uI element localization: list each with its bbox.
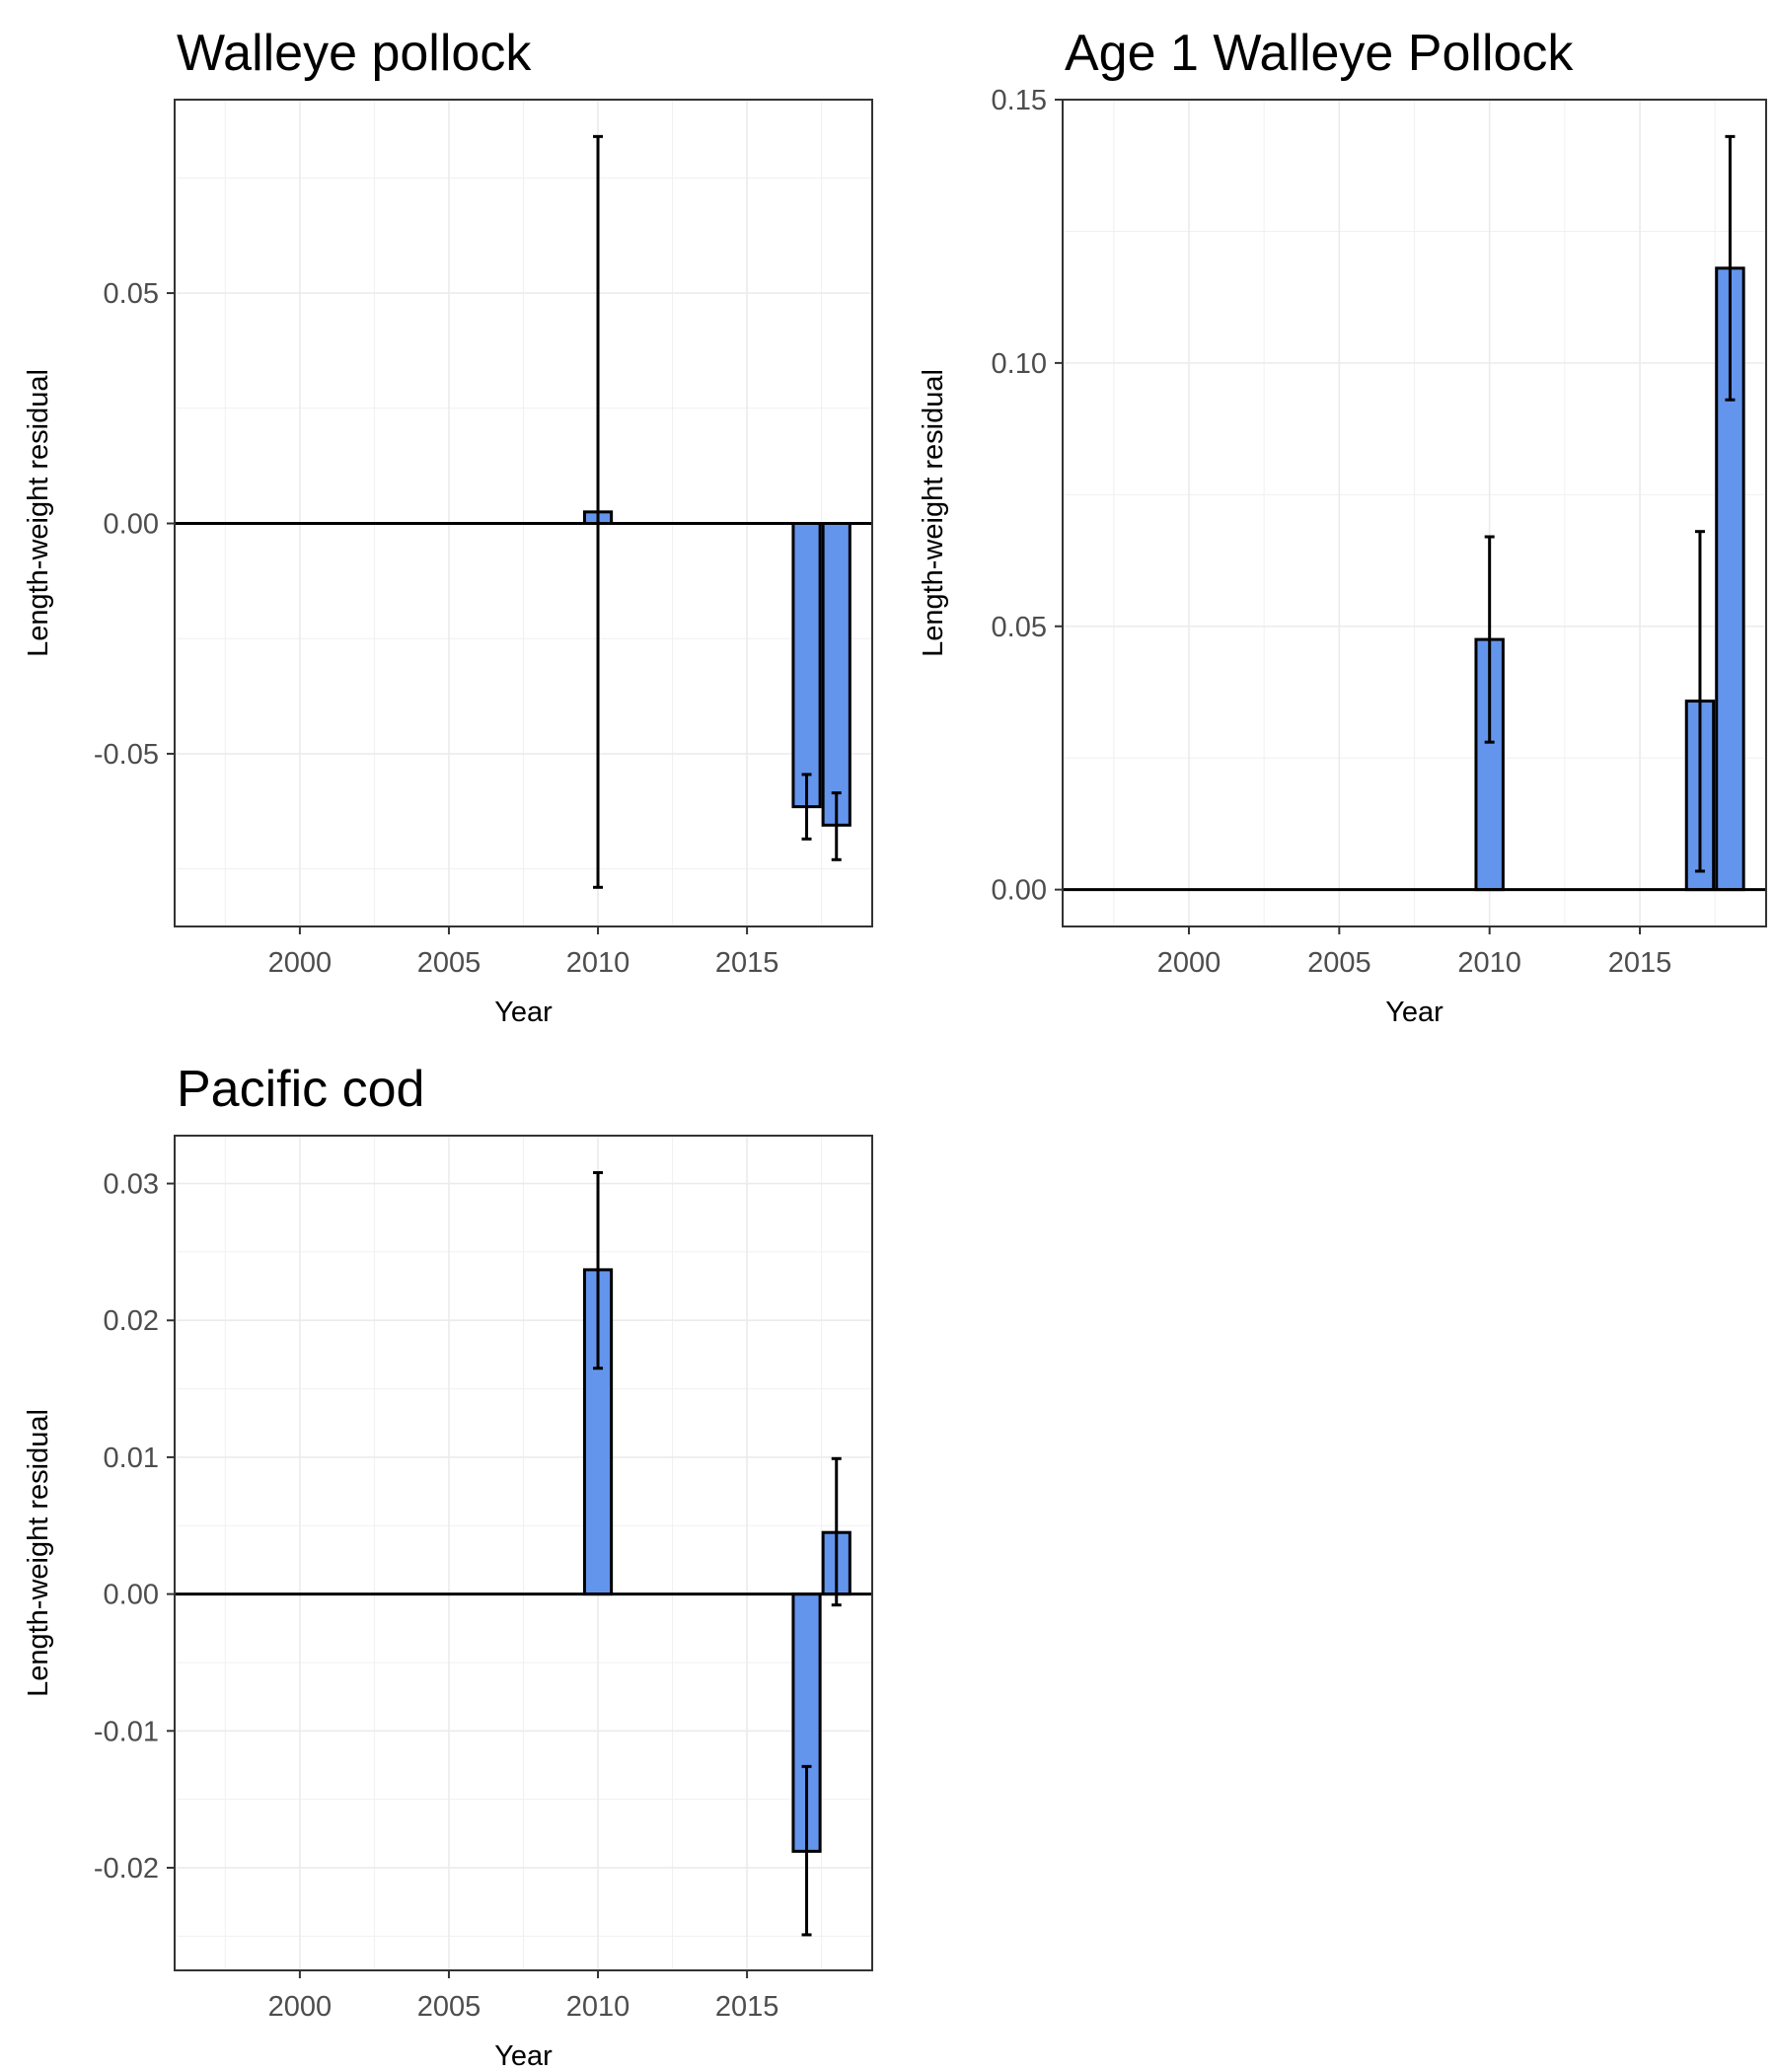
x-tick-label: 2005 [417,947,481,979]
chart-title: Pacific cod [177,1061,424,1118]
y-tick-label: 0.00 [104,1580,159,1611]
x-tick-label: 2010 [566,1991,630,2023]
x-tick-label: 2000 [1157,947,1221,979]
error-bar-2010 [593,134,604,889]
x-tick-label: 2000 [268,1991,333,2023]
y-tick-label: 0.15 [992,85,1047,116]
error-bar-2017 [801,773,812,841]
error-bar-2018 [831,1456,842,1607]
panel-border [174,1135,873,1971]
error-bar-2010 [1484,535,1495,744]
plot-inner [175,100,872,926]
plot-area: -0.05 0.00 0.05 2000 2005 2010 2015 [94,99,873,979]
x-axis-label: Year [494,997,553,1028]
x-tick-label: 2015 [1608,947,1672,979]
error-bar-2010 [593,1170,604,1370]
x-axis-label: Year [1385,997,1443,1028]
chart-title: Age 1 Walleye Pollock [1065,25,1574,82]
error-bar-2017 [1694,530,1705,873]
error-bar-2017 [801,1764,812,1937]
y-tick-label: 0.00 [104,509,159,541]
x-tick-label: 2005 [417,1991,481,2023]
x-tick-label: 2010 [1457,947,1521,979]
x-tick-label: 2015 [715,1991,779,2023]
panel-border [174,99,873,927]
y-tick-label: 0.02 [104,1305,159,1337]
y-axis-label: Length-weight residual [918,369,949,657]
y-tick-label: 0.00 [992,875,1047,907]
x-tick-label: 2005 [1307,947,1371,979]
plot-inner [175,1136,872,1970]
error-bar-2018 [1725,134,1736,402]
panel-border [1062,99,1767,927]
plot-area: 0.00 0.05 0.10 0.15 2000 2005 2010 2015 [992,85,1767,979]
chart-title: Walleye pollock [177,25,532,82]
bar-2017 [791,522,822,809]
error-bar-2018 [831,791,842,861]
y-axis-label: Length-weight residual [23,1409,54,1697]
y-tick-label: 0.03 [104,1169,159,1201]
y-tick-label: -0.01 [94,1716,159,1747]
y-tick-label: -0.02 [94,1853,159,1885]
panel-age1-walleye-pollock: Age 1 Walleye Pollock Year Length-weight… [918,25,1767,1028]
y-tick-label: 0.05 [992,612,1047,643]
plot-inner [1063,100,1766,926]
panel-walleye-pollock: Walleye pollock Year Length-weight resid… [23,25,873,1028]
y-tick-label: 0.05 [104,278,159,310]
panel-pacific-cod: Pacific cod Year Length-weight residual … [23,1061,873,2072]
y-axis-label: Length-weight residual [23,369,54,657]
y-tick-label: -0.05 [94,739,159,771]
x-tick-label: 2000 [268,947,333,979]
plot-area: -0.02 -0.01 0.00 0.01 0.02 0.03 2000 2005 2010 20… [94,1135,873,2023]
y-tick-label: 0.01 [104,1443,159,1474]
y-tick-label: 0.10 [992,348,1047,380]
x-axis-label: Year [494,2040,553,2072]
x-tick-label: 2010 [566,947,630,979]
bar-2018 [821,522,851,827]
x-tick-label: 2015 [715,947,779,979]
